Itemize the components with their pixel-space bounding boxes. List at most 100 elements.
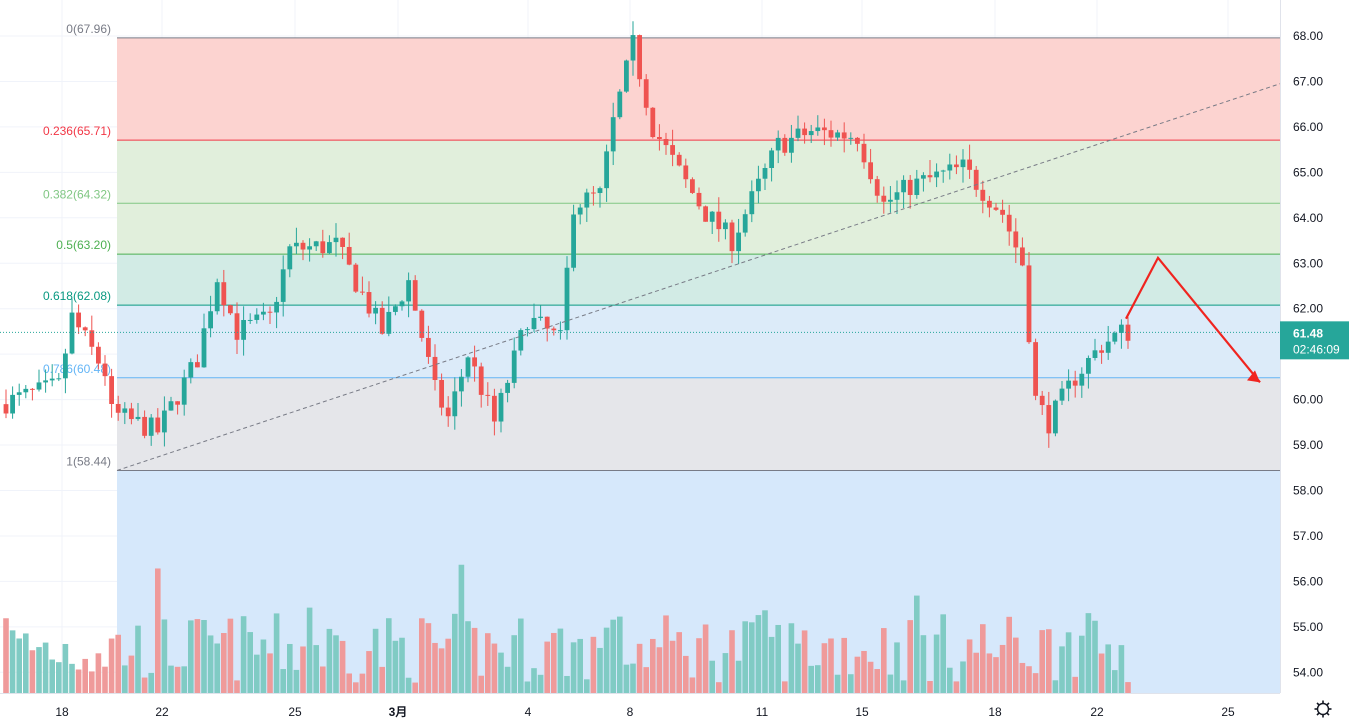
volume-bar: [115, 634, 121, 693]
candle: [729, 219, 735, 264]
candle: [155, 408, 161, 435]
volume-bar: [445, 638, 451, 693]
volume-bar: [161, 619, 168, 693]
candle-body: [1026, 265, 1032, 343]
price-tick-label: 66.00: [1293, 120, 1323, 134]
candle: [927, 160, 933, 183]
time-tick-label: 25: [288, 705, 302, 719]
volume-bar: [887, 674, 894, 693]
candle: [577, 204, 583, 225]
volume-bar: [755, 615, 762, 693]
volume-bar: [148, 672, 154, 693]
candle: [742, 209, 748, 237]
volume-bar: [603, 627, 610, 693]
candle-body: [1006, 214, 1012, 232]
candle: [874, 175, 880, 203]
candle: [412, 275, 418, 311]
volume-bar: [511, 635, 517, 693]
candle-body: [280, 269, 286, 302]
candle: [756, 165, 761, 204]
candle-body: [551, 328, 557, 331]
volume-bar: [927, 681, 933, 693]
candle-body: [861, 143, 867, 163]
volume-bar: [498, 652, 504, 693]
candle: [56, 373, 62, 382]
candle: [399, 300, 405, 311]
candle-body: [340, 237, 345, 247]
candle: [16, 383, 22, 406]
candle: [888, 186, 893, 213]
candle-body: [195, 362, 200, 368]
candle: [828, 120, 834, 147]
volume-bar: [62, 643, 69, 693]
candle-body: [261, 311, 266, 315]
candle: [1072, 370, 1078, 398]
candle: [795, 115, 801, 142]
candle-body: [373, 307, 378, 314]
candle: [670, 129, 675, 167]
volume-bar: [669, 640, 676, 693]
candle: [379, 301, 385, 335]
candle-body: [247, 319, 253, 321]
candle: [175, 401, 180, 415]
volume-bar: [610, 619, 616, 693]
candle: [129, 402, 134, 425]
candle: [261, 302, 266, 321]
candle-body: [23, 388, 29, 393]
drawing-overlays[interactable]: [0, 83, 1281, 471]
candle: [465, 356, 471, 383]
candle: [320, 229, 326, 258]
volume-bar: [775, 624, 781, 693]
last-price-badge: [1280, 321, 1349, 360]
volume-bar: [782, 681, 788, 693]
fib-level-label-0.382: 0.382(64.32): [43, 187, 111, 201]
volume-bar: [999, 644, 1006, 693]
candle-body: [835, 132, 840, 138]
last-price-countdown: 02:46:09: [1293, 342, 1340, 356]
candle: [445, 396, 451, 427]
candle-body: [228, 305, 233, 314]
volume-bar: [953, 681, 960, 693]
candle: [201, 313, 207, 368]
time-tick-label: 22: [1090, 705, 1104, 719]
candle-body: [914, 178, 920, 196]
candle: [749, 180, 755, 223]
volume-bar: [841, 637, 847, 693]
candle-body: [16, 392, 22, 395]
volume-bar: [359, 673, 366, 693]
volume-bar: [1125, 682, 1131, 693]
candle-body: [1059, 388, 1065, 401]
fib-level-label-0.236: 0.236(65.71): [43, 124, 111, 138]
candle: [439, 373, 444, 416]
candle-body: [525, 329, 530, 331]
candle-body: [56, 378, 62, 380]
candle-body: [795, 128, 801, 138]
volume-bar: [412, 682, 418, 693]
volume-bar: [1046, 629, 1052, 693]
settings-gear-icon[interactable]: [1314, 700, 1332, 718]
candle-body: [736, 232, 741, 252]
candle-body: [947, 164, 953, 171]
candle-body: [360, 291, 365, 293]
candle: [346, 232, 352, 266]
candle: [663, 132, 669, 155]
candle-body: [888, 199, 893, 202]
volume-bar: [432, 642, 438, 693]
candle: [1112, 331, 1118, 345]
candle-body: [181, 377, 187, 405]
candle: [696, 187, 702, 210]
volume-bar: [742, 621, 748, 693]
candle: [115, 395, 121, 421]
fib-zone-0.786: [117, 377, 1280, 471]
candle: [360, 276, 365, 296]
price-tick-label: 55.00: [1293, 620, 1323, 634]
candle: [307, 238, 312, 262]
volume-bar: [940, 614, 946, 693]
volume-bar: [260, 639, 267, 693]
candle: [973, 165, 979, 197]
volume-bar: [438, 648, 445, 693]
candle: [353, 262, 359, 293]
candle: [802, 122, 807, 144]
volume-bar: [313, 645, 319, 693]
